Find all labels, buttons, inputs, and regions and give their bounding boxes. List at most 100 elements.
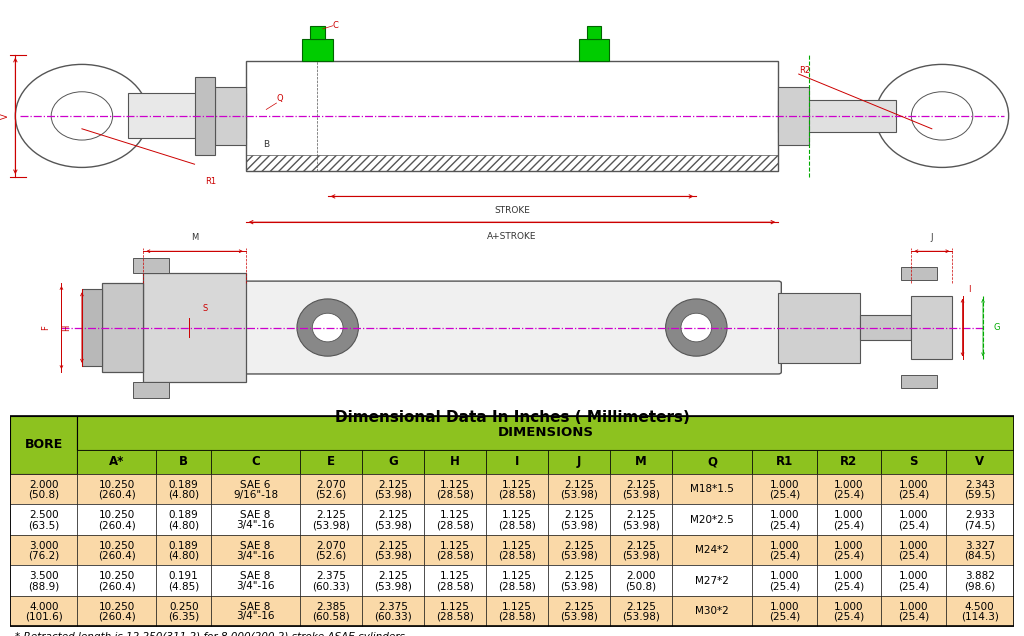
Text: 2.125: 2.125 bbox=[626, 541, 655, 551]
Bar bbox=[672, 596, 753, 626]
Text: 2.385: 2.385 bbox=[316, 602, 346, 612]
Text: 1.000: 1.000 bbox=[770, 480, 800, 490]
Bar bbox=[211, 474, 300, 504]
Text: 10.250: 10.250 bbox=[98, 541, 135, 551]
Text: R1: R1 bbox=[776, 455, 794, 468]
Text: 1.125: 1.125 bbox=[502, 480, 531, 490]
Text: (25.4): (25.4) bbox=[898, 551, 929, 560]
Text: (53.98): (53.98) bbox=[374, 581, 412, 591]
Bar bbox=[945, 450, 1014, 474]
Bar bbox=[672, 450, 753, 474]
Text: M24*2: M24*2 bbox=[695, 545, 729, 555]
Bar bbox=[817, 504, 882, 535]
Text: (53.98): (53.98) bbox=[622, 611, 659, 621]
Text: 9/16"-18: 9/16"-18 bbox=[233, 490, 279, 500]
Bar bbox=[300, 596, 362, 626]
Bar bbox=[362, 565, 424, 596]
Text: C: C bbox=[333, 21, 339, 31]
Text: 1.000: 1.000 bbox=[770, 541, 800, 551]
Text: M18*1.5: M18*1.5 bbox=[690, 484, 734, 494]
Text: 0.191: 0.191 bbox=[169, 571, 199, 581]
Text: (25.4): (25.4) bbox=[834, 490, 864, 500]
Text: (60.58): (60.58) bbox=[312, 611, 350, 621]
Ellipse shape bbox=[681, 314, 712, 342]
Bar bbox=[362, 504, 424, 535]
Bar bbox=[77, 450, 157, 474]
Bar bbox=[882, 596, 945, 626]
Text: (28.58): (28.58) bbox=[498, 581, 536, 591]
Text: SAE 8: SAE 8 bbox=[241, 602, 270, 612]
Bar bbox=[424, 565, 486, 596]
Bar bbox=[211, 565, 300, 596]
Text: (28.58): (28.58) bbox=[436, 490, 474, 500]
Text: (25.4): (25.4) bbox=[769, 520, 800, 530]
Text: (50.8): (50.8) bbox=[28, 490, 59, 500]
Text: A+STROKE: A+STROKE bbox=[487, 232, 537, 241]
Bar bbox=[817, 535, 882, 565]
Bar bbox=[778, 293, 860, 363]
Text: A*: A* bbox=[110, 455, 125, 468]
Bar bbox=[215, 87, 246, 145]
Text: 2.070: 2.070 bbox=[316, 541, 346, 551]
Text: R1: R1 bbox=[205, 177, 216, 186]
Text: (74.5): (74.5) bbox=[964, 520, 995, 530]
Bar bbox=[610, 474, 672, 504]
Text: 3.500: 3.500 bbox=[29, 571, 58, 581]
Text: 1.000: 1.000 bbox=[899, 602, 928, 612]
Text: (25.4): (25.4) bbox=[834, 551, 864, 560]
Bar bbox=[10, 474, 77, 504]
Text: 2.125: 2.125 bbox=[626, 511, 655, 520]
Text: I: I bbox=[515, 455, 519, 468]
Text: Q: Q bbox=[708, 455, 717, 468]
Bar bbox=[817, 450, 882, 474]
Text: (114.3): (114.3) bbox=[961, 611, 998, 621]
Bar bbox=[548, 450, 610, 474]
Bar bbox=[424, 596, 486, 626]
Bar bbox=[300, 504, 362, 535]
Text: 2.343: 2.343 bbox=[965, 480, 994, 490]
Bar bbox=[77, 535, 157, 565]
Text: (60.33): (60.33) bbox=[374, 611, 412, 621]
Text: (98.6): (98.6) bbox=[964, 581, 995, 591]
Bar bbox=[246, 61, 778, 170]
Bar bbox=[587, 25, 601, 39]
Bar bbox=[911, 296, 952, 359]
Text: 1.125: 1.125 bbox=[502, 511, 531, 520]
Text: (25.4): (25.4) bbox=[898, 490, 929, 500]
Text: (260.4): (260.4) bbox=[98, 520, 135, 530]
Bar bbox=[300, 535, 362, 565]
Bar bbox=[424, 504, 486, 535]
Text: (53.98): (53.98) bbox=[312, 520, 350, 530]
Text: 1.000: 1.000 bbox=[835, 511, 863, 520]
Bar bbox=[753, 504, 817, 535]
Text: (6.35): (6.35) bbox=[168, 611, 200, 621]
Bar bbox=[82, 289, 102, 366]
Text: STROKE: STROKE bbox=[494, 206, 530, 215]
Text: 0.189: 0.189 bbox=[169, 480, 199, 490]
Text: 2.933: 2.933 bbox=[965, 511, 994, 520]
Text: G: G bbox=[388, 455, 398, 468]
Text: (76.2): (76.2) bbox=[28, 551, 59, 560]
Bar bbox=[548, 504, 610, 535]
Text: (53.98): (53.98) bbox=[560, 490, 598, 500]
Bar bbox=[424, 535, 486, 565]
Text: (25.4): (25.4) bbox=[769, 611, 800, 621]
Bar bbox=[945, 565, 1014, 596]
Bar bbox=[548, 535, 610, 565]
Text: 3.882: 3.882 bbox=[965, 571, 994, 581]
Text: (4.80): (4.80) bbox=[168, 551, 200, 560]
Text: G: G bbox=[993, 323, 999, 332]
Text: 2.125: 2.125 bbox=[626, 480, 655, 490]
Text: 4.500: 4.500 bbox=[965, 602, 994, 612]
Text: (28.58): (28.58) bbox=[498, 520, 536, 530]
Text: J: J bbox=[577, 455, 581, 468]
Text: (25.4): (25.4) bbox=[898, 520, 929, 530]
Text: (25.4): (25.4) bbox=[834, 611, 864, 621]
Bar bbox=[610, 504, 672, 535]
Bar bbox=[10, 565, 77, 596]
Bar bbox=[882, 565, 945, 596]
Bar bbox=[10, 504, 77, 535]
Bar bbox=[817, 474, 882, 504]
Text: 1.125: 1.125 bbox=[440, 571, 470, 581]
Text: M20*2.5: M20*2.5 bbox=[690, 515, 734, 525]
